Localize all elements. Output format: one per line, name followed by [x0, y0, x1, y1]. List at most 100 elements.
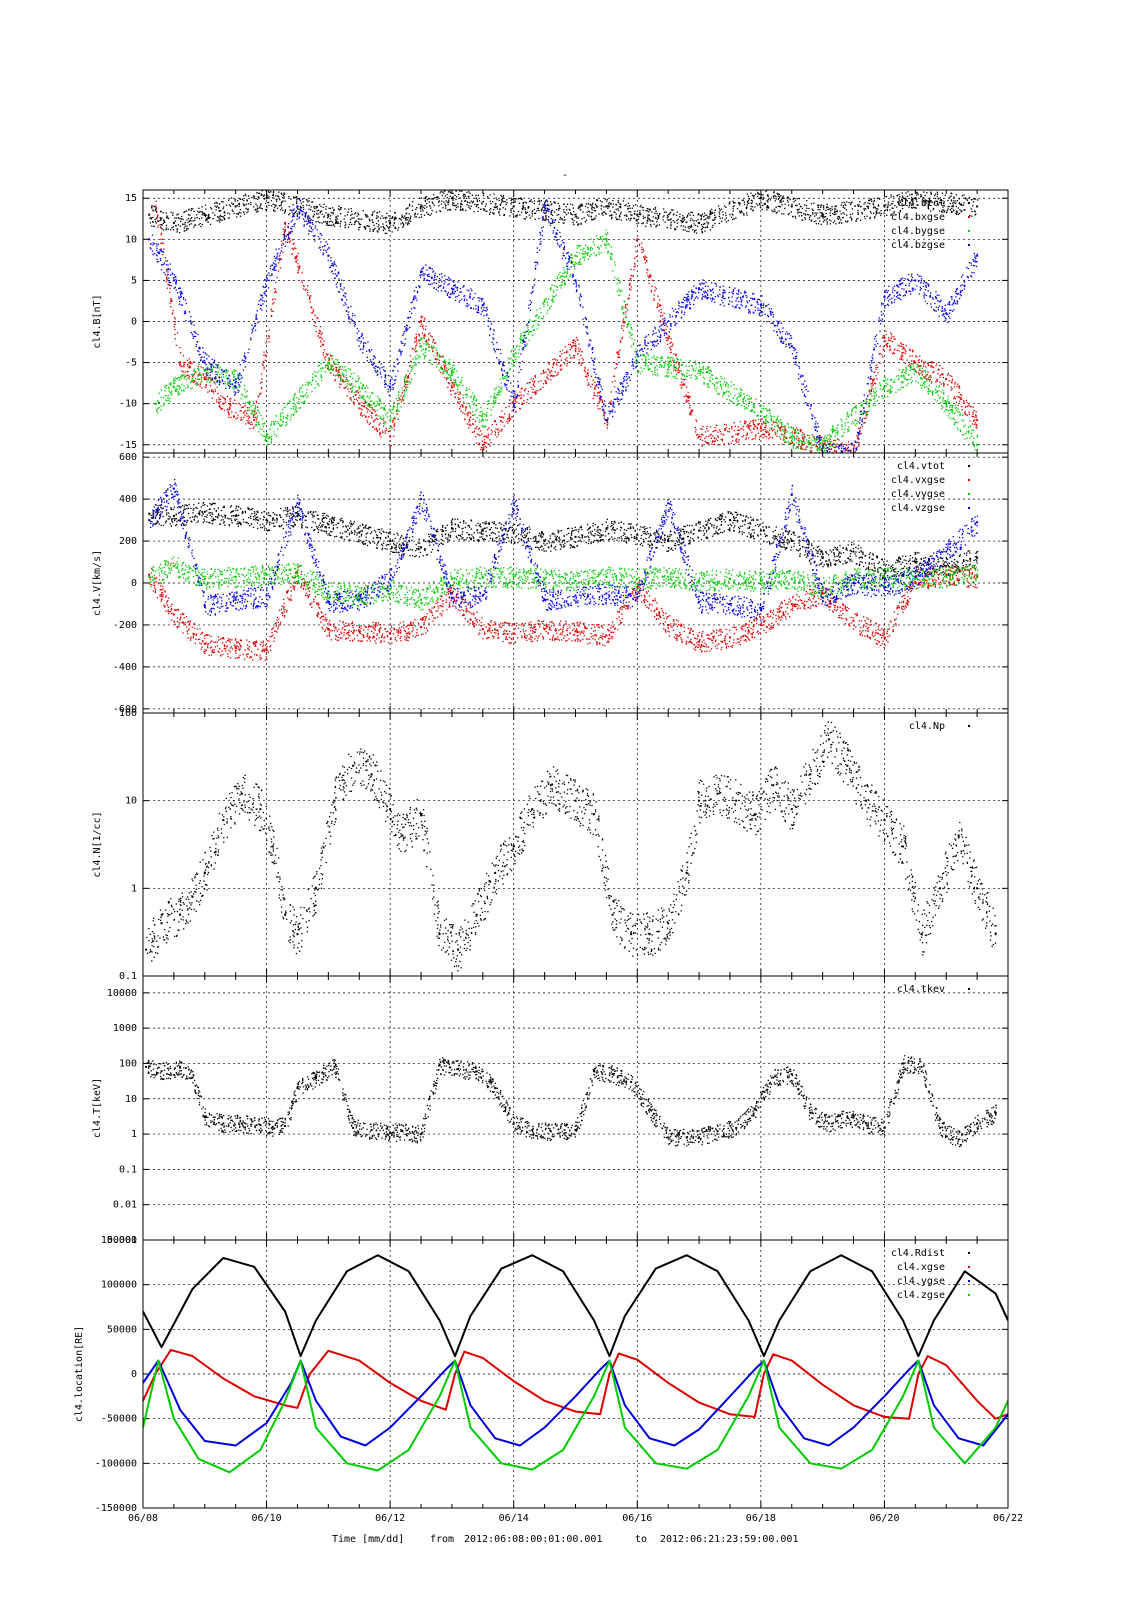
- data-sample: [958, 397, 961, 399]
- data-sample: [555, 359, 557, 361]
- data-sample: [445, 200, 447, 202]
- data-sample: [211, 397, 213, 399]
- data-sample: [928, 199, 931, 201]
- data-sample: [851, 219, 853, 221]
- data-sample: [534, 375, 537, 377]
- data-sample: [831, 206, 833, 208]
- data-sample: [663, 211, 666, 213]
- data-sample: [264, 354, 266, 356]
- data-sample: [436, 352, 438, 354]
- data-sample: [764, 426, 766, 429]
- data-sample: [850, 202, 852, 204]
- data-sample: [903, 347, 906, 349]
- data-sample: [765, 424, 767, 427]
- data-sample: [828, 455, 829, 456]
- data-sample: [315, 380, 317, 382]
- data-sample: [307, 384, 309, 386]
- data-sample: [553, 201, 555, 203]
- data-sample: [532, 388, 534, 390]
- data-sample: [597, 408, 599, 410]
- data-sample: [340, 220, 342, 223]
- data-sample: [753, 428, 755, 430]
- data-sample: [182, 389, 185, 391]
- data-sample: [191, 362, 193, 364]
- data-sample: [572, 214, 574, 216]
- data-sample: [812, 213, 814, 215]
- data-sample: [725, 214, 727, 217]
- data-sample: [529, 217, 531, 219]
- data-sample: [664, 221, 666, 223]
- data-sample: [651, 211, 653, 213]
- data-sample: [199, 372, 201, 374]
- data-sample: [639, 209, 641, 212]
- data-sample: [339, 377, 342, 379]
- data-sample: [970, 406, 972, 408]
- data-sample: [450, 379, 452, 381]
- data-sample: [885, 333, 887, 336]
- data-sample: [956, 211, 958, 214]
- data-sample: [353, 372, 355, 375]
- data-sample: [234, 200, 236, 202]
- data-sample: [669, 219, 671, 221]
- data-sample: [263, 366, 265, 368]
- data-sample: [204, 214, 207, 217]
- data-sample: [648, 277, 650, 279]
- data-sample: [402, 226, 404, 228]
- data-sample: [199, 374, 201, 377]
- data-sample: [155, 209, 157, 211]
- data-sample: [373, 403, 375, 406]
- data-sample: [199, 210, 201, 213]
- data-sample: [889, 348, 892, 351]
- data-sample: [155, 403, 157, 405]
- data-sample: [736, 438, 738, 440]
- data-sample: [270, 424, 272, 426]
- data-sample: [657, 295, 659, 297]
- data-sample: [678, 366, 680, 368]
- data-sample: [594, 203, 597, 206]
- data-sample: [338, 209, 341, 211]
- data-sample: [673, 213, 675, 215]
- data-sample: [312, 215, 315, 217]
- data-sample: [586, 379, 588, 381]
- data-sample: [781, 204, 783, 206]
- data-sample: [241, 198, 243, 201]
- data-sample: [154, 209, 157, 211]
- data-sample: [875, 375, 877, 377]
- data-sample: [224, 398, 227, 401]
- data-sample: [480, 446, 482, 449]
- data-sample: [219, 203, 221, 205]
- data-sample: [596, 205, 598, 208]
- data-sample: [709, 214, 711, 216]
- data-sample: [749, 429, 752, 431]
- data-sample: [446, 377, 448, 380]
- data-sample: [339, 225, 341, 227]
- data-sample: [801, 207, 804, 210]
- data-sample: [965, 399, 968, 402]
- data-sample: [439, 192, 441, 194]
- data-sample: [619, 349, 621, 351]
- data-sample: [958, 202, 961, 204]
- data-sample: [587, 384, 589, 386]
- data-sample: [852, 449, 855, 451]
- data-sample: [677, 371, 679, 374]
- data-sample: [256, 401, 258, 404]
- data-sample: [179, 352, 182, 354]
- data-sample: [534, 212, 537, 214]
- data-sample: [524, 218, 527, 220]
- data-sample: [750, 199, 753, 201]
- data-sample: [835, 456, 836, 457]
- data-sample: [284, 230, 286, 232]
- data-sample: [688, 227, 690, 230]
- data-sample: [211, 208, 213, 210]
- data-sample: [288, 195, 290, 198]
- data-sample: [420, 315, 422, 317]
- data-sample: [767, 434, 770, 436]
- data-sample: [246, 412, 248, 415]
- data-sample: [816, 446, 818, 448]
- data-sample: [293, 413, 295, 415]
- data-sample: [405, 222, 407, 224]
- data-sample: [527, 390, 530, 393]
- data-sample: [942, 376, 945, 379]
- data-sample: [620, 213, 622, 215]
- data-point: [450, 369, 453, 372]
